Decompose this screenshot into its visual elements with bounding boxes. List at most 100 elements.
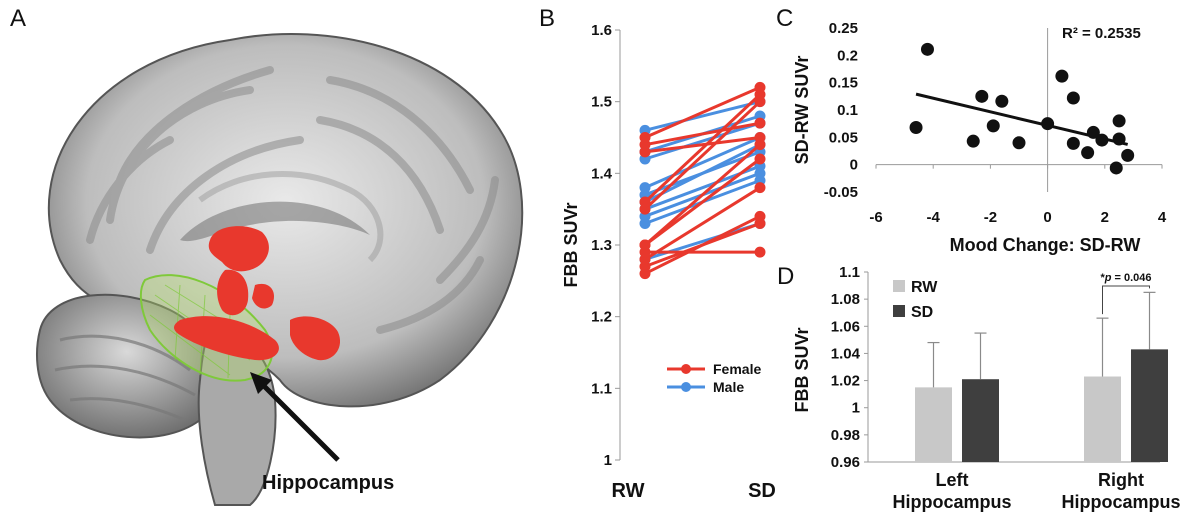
panel-c-y-tick-label: 0.25: [829, 20, 858, 37]
panel-c-y-tick-label: 0: [850, 157, 858, 174]
panel-c-point: [1041, 117, 1055, 131]
panel-b-female-point-rw: [639, 196, 651, 208]
panel-c-point: [1112, 114, 1126, 128]
panel-c-point: [1066, 136, 1080, 150]
panel-c-point: [1081, 146, 1095, 160]
panel-d-y-tick-label: 1.04: [831, 345, 861, 362]
panel-c-point: [920, 42, 934, 56]
legend-female-label: Female: [713, 361, 761, 377]
panel-b-x-category-sd: SD: [748, 480, 776, 502]
legend-female-marker: [681, 364, 691, 374]
panel-c-x-axis-title: Mood Change: SD-RW: [950, 235, 1141, 255]
panel-c-x-tick-label: 0: [1043, 209, 1051, 226]
panel-a: A: [10, 5, 524, 506]
panel-c-point: [1066, 91, 1080, 105]
panel-b-female-point-sd: [754, 218, 766, 229]
panel-c-x-ticks: -6 -4 -2 0 2 4: [869, 164, 1167, 226]
panel-c-point: [1055, 69, 1069, 83]
panel-b-female-line: [644, 136, 761, 154]
brain-illustration: [36, 33, 524, 506]
panel-b-female-point-sd: [754, 153, 766, 165]
panel-c-point: [975, 89, 989, 103]
panel-d-y-tick-label: 1: [852, 400, 860, 417]
panel-d-category-left-line2: Hippocampus: [892, 492, 1011, 512]
panel-d-y-ticks: 0.96 0.98 1 1.02 1.04 1.06 1.08 1.1: [831, 264, 868, 471]
panel-d-error-bars: [927, 291, 1156, 388]
panel-c: C -0.05 0 0.05 0.1 0.15 0.2 0.25 -6 -4 -2 0 2 4 R² …: [776, 5, 1167, 255]
panel-c-x-tick-label: -6: [869, 209, 882, 226]
panel-b-male-line: [644, 150, 761, 197]
panel-d-bar-rw: [915, 387, 952, 462]
panel-d-bars: [915, 349, 1168, 462]
hippocampus-label: Hippocampus: [262, 472, 394, 494]
panel-b-y-tick-label: 1.4: [591, 165, 613, 182]
panel-b-female-line: [644, 222, 761, 268]
panel-b-female-line: [644, 186, 761, 261]
panel-c-y-tick-label: 0.05: [829, 129, 858, 146]
panel-d-bar-sd: [962, 379, 999, 462]
legend-rw-label: RW: [911, 279, 938, 296]
panel-b-female-point-sd: [754, 81, 766, 93]
panel-b-female-point-sd: [754, 132, 766, 143]
panel-d-significance-label: *p = 0.046: [1100, 272, 1151, 284]
panel-b-female-line: [644, 85, 761, 139]
panel-d-bar-rw: [1084, 376, 1121, 462]
panel-c-point: [1086, 125, 1100, 139]
sig-p: p: [1104, 272, 1112, 284]
panel-b-male-line: [644, 121, 761, 161]
panel-c-y-ticks: -0.05 0 0.05 0.1 0.15 0.2 0.25: [824, 20, 858, 201]
legend-sd-label: SD: [911, 304, 933, 321]
panel-b-male-point-rw: [639, 182, 651, 194]
panel-b-female-line: [644, 121, 761, 147]
panel-b-y-ticks: 1 1.1 1.2 1.3 1.4 1.5 1.6: [591, 22, 620, 469]
legend-male-marker: [681, 382, 691, 392]
panel-b: B 1 1.1 1.2 1.3 1.4 1.5 1.6 FBB SUVr RW SD Fem…: [539, 5, 776, 502]
panel-c-y-tick-label: 0.15: [829, 75, 858, 92]
panel-b-letter: B: [539, 5, 555, 32]
panel-c-point: [966, 134, 980, 148]
panel-b-y-tick-label: 1: [604, 452, 612, 469]
legend-sd-swatch: [893, 305, 905, 317]
panel-b-y-tick-label: 1.3: [591, 237, 612, 254]
panel-d-bar-sd: [1131, 349, 1168, 462]
panel-c-point: [909, 120, 923, 134]
panel-a-letter: A: [10, 5, 26, 32]
panel-c-point: [1109, 161, 1123, 175]
panel-d-y-axis-title: FBB SUVr: [792, 327, 812, 412]
panel-c-point: [1095, 133, 1109, 147]
sig-prefix: *: [1100, 272, 1105, 284]
panel-c-x-tick-label: -4: [927, 209, 941, 226]
panel-b-y-tick-label: 1.2: [591, 309, 612, 326]
panel-c-y-axis-title: SD-RW SUVr: [792, 56, 812, 165]
panel-c-point: [1112, 132, 1126, 146]
panel-c-points: [909, 42, 1135, 175]
panel-b-y-tick-label: 1.6: [591, 22, 612, 39]
legend-male-label: Male: [713, 379, 744, 395]
panel-b-male-line: [644, 100, 761, 132]
panel-d-y-tick-label: 0.98: [831, 427, 860, 444]
panel-b-y-tick-label: 1.1: [591, 380, 612, 397]
panel-b-female-line: [644, 157, 761, 247]
panel-b-y-tick-label: 1.5: [591, 94, 612, 111]
panel-c-y-tick-label: -0.05: [824, 184, 858, 201]
panel-d-letter: D: [777, 263, 794, 290]
panel-c-point: [1121, 148, 1135, 162]
panel-b-female-line: [644, 143, 761, 247]
panel-d-y-tick-label: 0.96: [831, 454, 860, 471]
panel-d-category-left-line1: Left: [936, 470, 969, 490]
panel-c-point: [986, 119, 1000, 133]
panel-c-x-tick-label: -2: [984, 209, 997, 226]
sig-rest: = 0.046: [1111, 272, 1151, 284]
panel-d: D 0.96 0.98 1 1.02 1.04 1.06 1.08 1.1 *p = 0.04…: [777, 263, 1181, 512]
panel-b-y-axis-title: FBB SUVr: [561, 202, 581, 287]
panel-b-series-lines: [639, 81, 766, 280]
panel-b-female-line: [643, 93, 762, 204]
panel-d-category-right-line1: Right: [1098, 470, 1144, 490]
legend-rw-swatch: [893, 280, 905, 292]
panel-d-significance-bracket: [1102, 285, 1150, 315]
panel-b-female-line: [643, 100, 762, 211]
panel-b-male-line: [644, 136, 761, 190]
panel-d-y-tick-label: 1.06: [831, 318, 860, 335]
panel-b-legend: Female Male: [667, 361, 761, 395]
